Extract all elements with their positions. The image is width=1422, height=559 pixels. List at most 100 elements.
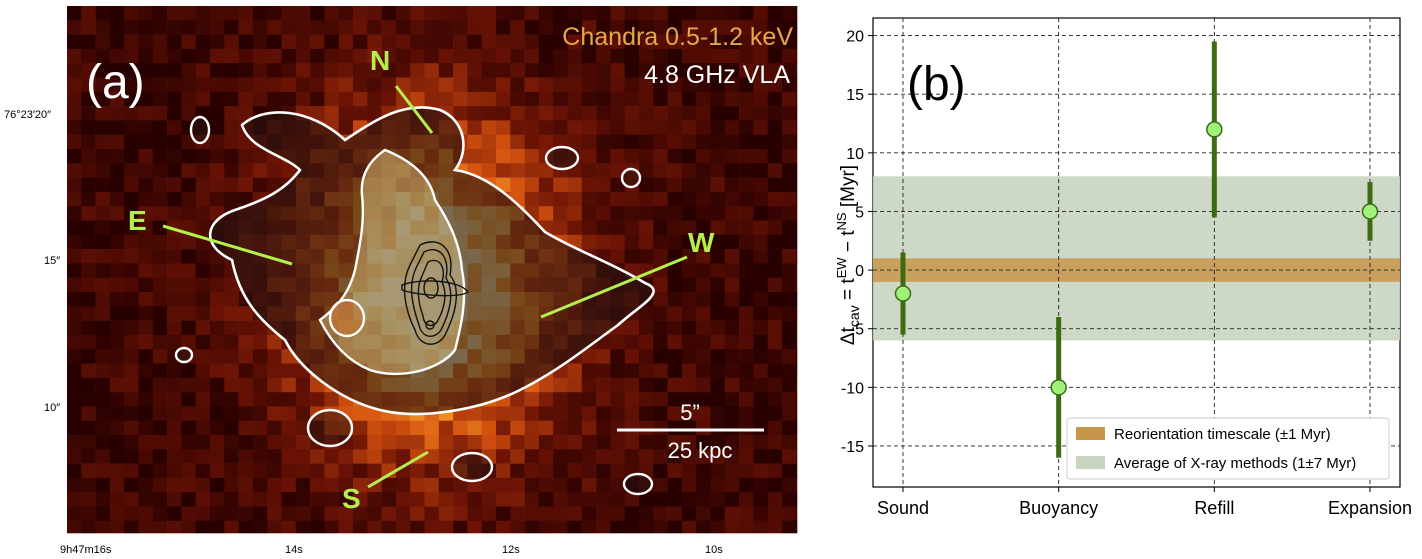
xray-pixel bbox=[753, 377, 768, 393]
xray-pixel bbox=[81, 63, 96, 78]
xray-pixel bbox=[753, 163, 768, 178]
xray-pixel bbox=[152, 463, 168, 479]
xray-pixel bbox=[667, 420, 683, 436]
xray-pixel bbox=[67, 91, 82, 107]
xray-pixel bbox=[195, 363, 211, 379]
xray-pixel bbox=[95, 334, 111, 350]
xray-pixel bbox=[181, 249, 196, 264]
xray-pixel bbox=[681, 520, 697, 534]
xray-pixel bbox=[210, 263, 225, 278]
xray-pixel bbox=[67, 177, 82, 193]
xray-pixel bbox=[782, 477, 797, 493]
xray-pixel bbox=[95, 363, 111, 379]
xray-pixel bbox=[138, 520, 154, 534]
xray-pixel bbox=[753, 6, 768, 21]
xray-pixel bbox=[109, 334, 125, 350]
xray-pixel bbox=[624, 420, 640, 436]
xray-pixel bbox=[224, 392, 239, 407]
xray-pixel bbox=[739, 120, 754, 135]
xray-pixel bbox=[653, 234, 668, 250]
xray-pixel bbox=[124, 334, 139, 350]
xray-pixel bbox=[109, 506, 125, 522]
xray-pixel bbox=[167, 449, 182, 464]
xray-pixel bbox=[724, 263, 740, 278]
xray-pixel bbox=[138, 292, 154, 307]
xray-pixel bbox=[524, 177, 540, 193]
xray-pixel bbox=[524, 406, 540, 421]
xray-pixel bbox=[596, 477, 611, 493]
xray-pixel bbox=[109, 449, 125, 464]
xray-pixel bbox=[624, 149, 640, 164]
xray-pixel bbox=[281, 492, 297, 507]
xray-pixel bbox=[224, 34, 239, 50]
xray-pixel bbox=[67, 163, 82, 178]
xray-pixel bbox=[538, 492, 554, 507]
xray-pixel bbox=[639, 435, 654, 450]
xray-pixel bbox=[653, 463, 668, 479]
xray-pixel bbox=[782, 392, 797, 407]
xray-pixel bbox=[710, 163, 726, 178]
xray-pixel bbox=[796, 506, 798, 522]
xray-pixel bbox=[81, 334, 96, 350]
xray-pixel bbox=[696, 349, 711, 364]
xray-pixel bbox=[267, 163, 282, 178]
xray-pixel bbox=[753, 392, 768, 407]
xray-pixel bbox=[510, 6, 525, 21]
xray-pixel bbox=[95, 106, 111, 121]
xray-pixel bbox=[524, 477, 540, 493]
xray-pixel bbox=[610, 220, 625, 236]
xray-pixel bbox=[467, 506, 482, 522]
xray-pixel bbox=[167, 292, 182, 307]
xray-pixel bbox=[281, 48, 297, 64]
xray-pixel bbox=[567, 477, 583, 493]
xray-pixel bbox=[538, 435, 554, 450]
xray-pixel bbox=[81, 306, 96, 321]
xray-pixel bbox=[739, 77, 754, 93]
xray-pixel bbox=[524, 134, 540, 150]
xray-pixel bbox=[481, 477, 497, 493]
xray-pixel bbox=[81, 106, 96, 121]
xray-pixel bbox=[710, 492, 726, 507]
xray-pixel bbox=[796, 6, 798, 21]
xray-pixel bbox=[152, 406, 168, 421]
xray-pixel bbox=[681, 463, 697, 479]
xray-pixel bbox=[295, 435, 311, 450]
xray-pixel bbox=[567, 106, 583, 121]
xray-pixel bbox=[796, 420, 798, 436]
xray-pixel bbox=[395, 34, 411, 50]
xray-pixel bbox=[653, 63, 668, 78]
xray-pixel bbox=[195, 163, 211, 178]
xray-pixel bbox=[424, 20, 440, 35]
xray-pixel bbox=[67, 435, 82, 450]
xray-pixel bbox=[138, 334, 154, 350]
xray-pixel bbox=[152, 263, 168, 278]
xray-pixel bbox=[381, 506, 397, 522]
xray-pixel bbox=[510, 392, 525, 407]
xray-pixel bbox=[195, 435, 211, 450]
xray-pixel bbox=[596, 149, 611, 164]
xray-pixel bbox=[724, 349, 740, 364]
xray-pixel bbox=[624, 6, 640, 21]
xray-pixel bbox=[681, 306, 697, 321]
xray-pixel bbox=[167, 377, 182, 393]
xray-pixel bbox=[367, 48, 382, 64]
xray-pixel bbox=[81, 34, 96, 50]
xray-pixel bbox=[510, 406, 525, 421]
xray-pixel bbox=[510, 48, 525, 64]
xray-pixel bbox=[653, 306, 668, 321]
xray-pixel bbox=[395, 6, 411, 21]
xray-pixel bbox=[681, 120, 697, 135]
xray-pixel bbox=[796, 363, 798, 379]
xray-pixel bbox=[95, 406, 111, 421]
xray-pixel bbox=[81, 177, 96, 193]
xray-pixel bbox=[796, 34, 798, 50]
xray-pixel bbox=[281, 406, 297, 421]
xray-pixel bbox=[681, 420, 697, 436]
xray-pixel bbox=[753, 120, 768, 135]
xray-pixel bbox=[67, 449, 82, 464]
xray-pixel bbox=[481, 420, 497, 436]
xray-pixel bbox=[210, 435, 225, 450]
xray-pixel bbox=[467, 34, 482, 50]
xray-pixel bbox=[338, 91, 354, 107]
xray-pixel bbox=[195, 63, 211, 78]
